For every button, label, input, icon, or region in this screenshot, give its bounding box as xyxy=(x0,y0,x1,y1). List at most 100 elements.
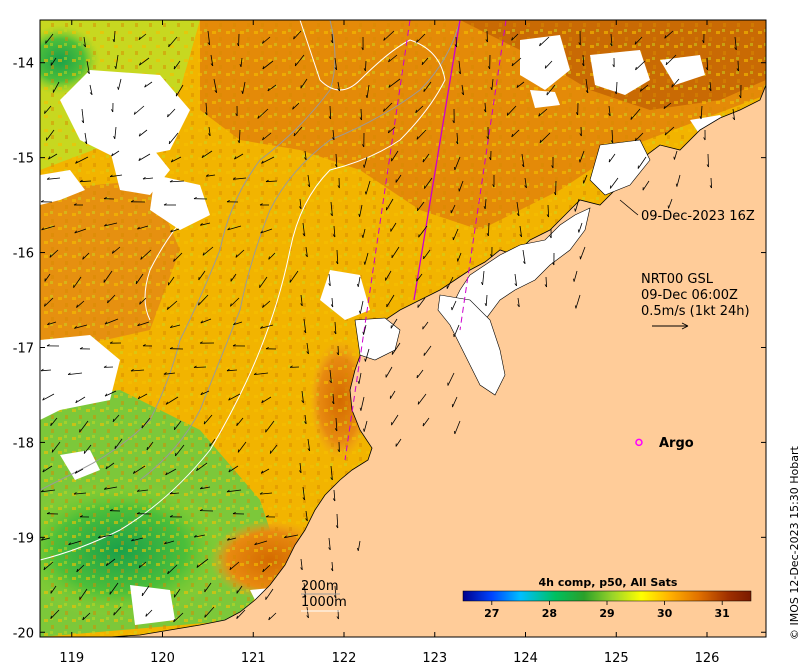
current-vector-arrowhead xyxy=(483,109,487,113)
argo-float-marker[interactable] xyxy=(635,438,643,447)
current-vector-arrow xyxy=(173,252,183,262)
current-vector-arrow xyxy=(307,438,311,451)
current-vector-arrowhead xyxy=(167,114,169,118)
current-vector-arrowhead xyxy=(609,43,613,47)
longitude-axis: 119 120 121 122 123 124 125 126 xyxy=(59,20,719,666)
current-vector-arrow xyxy=(168,132,179,145)
current-vector-arrow xyxy=(204,606,215,618)
current-vector-arrow xyxy=(230,273,237,282)
current-vector-arrow xyxy=(365,180,371,195)
current-vector-arrowhead xyxy=(362,331,364,335)
current-vector-arrowhead xyxy=(268,256,270,260)
current-vector-arrowhead xyxy=(365,94,368,99)
current-vector-arrow xyxy=(82,612,91,621)
current-vector-arrow xyxy=(358,372,362,384)
current-vector-arrowhead xyxy=(268,616,271,621)
current-vector-arrowhead xyxy=(356,547,359,551)
current-vector-arrowhead xyxy=(383,37,386,41)
current-vector-arrowhead xyxy=(262,137,264,141)
current-vector-arrow xyxy=(417,297,426,308)
current-vector-arrowhead xyxy=(237,140,240,144)
current-vector-arrow xyxy=(198,270,206,281)
current-vector-arrowhead xyxy=(137,323,140,326)
current-vector-arrow xyxy=(237,441,247,453)
current-vector-arrowhead xyxy=(553,192,556,196)
current-vector-arrow xyxy=(454,420,461,435)
current-vector-arrow xyxy=(360,396,365,411)
current-vector-arrow xyxy=(110,174,123,178)
current-vector-arrowhead xyxy=(284,535,287,539)
map-plot-area xyxy=(40,20,766,637)
current-vector-arrowhead xyxy=(46,177,50,180)
current-vector-arrow xyxy=(386,198,394,211)
current-vector-arrowhead xyxy=(577,229,580,233)
current-vector-arrowhead xyxy=(481,282,483,286)
current-vector-arrow xyxy=(330,465,333,480)
current-vector-arrowhead xyxy=(304,157,307,161)
colorbar-tick-label: 29 xyxy=(599,607,614,620)
current-vector-arrowhead xyxy=(293,133,296,137)
current-vector-arrow xyxy=(524,177,527,188)
current-vector-arrow xyxy=(41,537,51,541)
current-vector-arrow xyxy=(174,420,182,431)
current-vector-arrow xyxy=(268,252,276,260)
current-vector-arrow xyxy=(84,132,88,144)
current-vector-arrow xyxy=(447,372,455,386)
current-vector-arrow xyxy=(573,270,578,282)
current-vector-arrowhead xyxy=(333,595,337,599)
current-vector-arrow xyxy=(335,417,338,432)
current-vector-arrowhead xyxy=(663,105,666,109)
current-vector-arrow xyxy=(200,222,211,226)
current-vector-arrow xyxy=(363,420,368,432)
current-vector-arrowhead xyxy=(334,428,338,432)
current-vector-arrow xyxy=(329,369,332,383)
current-vector-arrowhead xyxy=(358,213,360,217)
track-dashed-west xyxy=(344,20,411,461)
latitude-axis: -14 -15 -16 -17 -18 -19 -20 xyxy=(13,57,766,641)
current-vector-arrow xyxy=(461,84,464,95)
current-vector-arrowhead xyxy=(237,449,240,453)
current-vector-arrowhead xyxy=(387,129,390,134)
current-vector-arrow xyxy=(44,297,54,307)
current-vector-arrow xyxy=(360,108,362,121)
current-vector-arrowhead xyxy=(49,254,52,258)
current-vector-arrowhead xyxy=(261,160,264,164)
current-vector-arrow xyxy=(388,78,401,88)
current-vector-arrowhead xyxy=(76,304,78,308)
current-vector-arrow xyxy=(417,201,425,212)
current-vector-arrowhead xyxy=(337,185,340,189)
current-vector-arrowhead xyxy=(47,322,50,326)
current-vector-arrow xyxy=(700,105,703,120)
current-vector-arrowhead xyxy=(511,37,513,41)
current-vector-arrowhead xyxy=(484,303,487,307)
current-vector-arrow xyxy=(106,558,116,567)
current-vector-arrowhead xyxy=(544,65,547,69)
current-vector-arrow xyxy=(488,222,490,237)
current-vector-arrowhead xyxy=(228,397,231,401)
current-vector-arrow xyxy=(674,150,678,160)
current-vector-arrow xyxy=(167,564,178,575)
current-vector-arrow xyxy=(75,156,89,164)
lon-tick-label: 119 xyxy=(59,651,84,666)
current-vector-arrowhead xyxy=(336,352,339,356)
current-vector-arrow xyxy=(331,297,334,308)
current-vector-arrow xyxy=(446,276,454,289)
current-vector-arrowhead xyxy=(196,564,199,568)
current-vector-arrowhead xyxy=(131,538,134,542)
current-vector-arrow xyxy=(261,396,272,404)
current-vector-arrow xyxy=(204,582,212,593)
current-vector-arrowhead xyxy=(67,372,71,375)
current-vector-arrowhead xyxy=(46,512,50,515)
current-vector-arrowhead xyxy=(232,344,236,347)
current-vector-arrow xyxy=(516,81,525,88)
current-vector-arrowhead xyxy=(138,564,141,568)
current-vector-arrowhead xyxy=(136,511,140,515)
current-vector-arrowhead xyxy=(76,568,79,573)
current-vector-arrowhead xyxy=(330,40,334,44)
current-vector-arrow xyxy=(390,318,398,329)
current-vector-arrow xyxy=(637,156,647,169)
current-vector-arrowhead xyxy=(232,512,236,515)
colorbar-gradient xyxy=(462,590,752,602)
current-vector-arrowhead xyxy=(579,133,582,137)
current-vector-arrow xyxy=(416,369,424,379)
